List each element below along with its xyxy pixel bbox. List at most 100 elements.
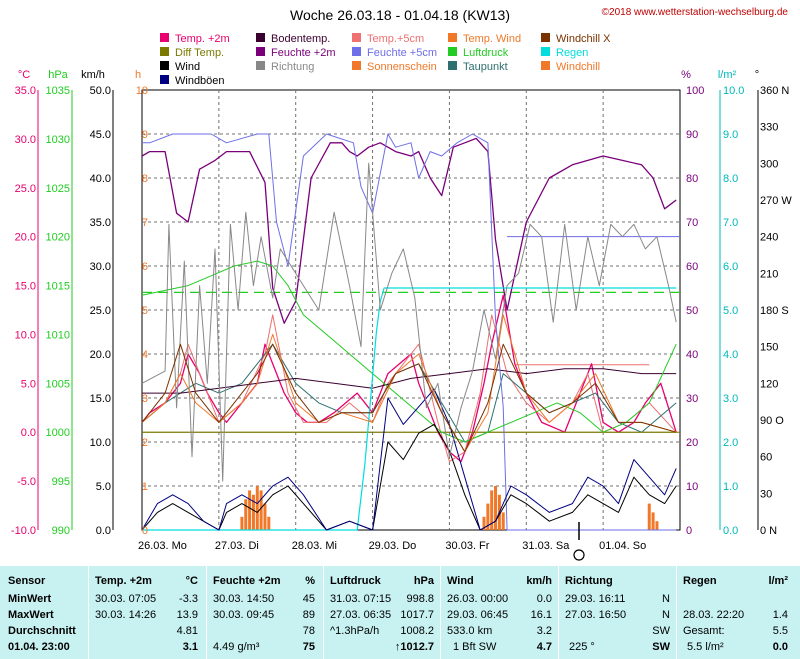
y-tick-label: 2 bbox=[142, 437, 148, 449]
y-axis-unit: % bbox=[681, 69, 691, 81]
y-tick-label: 45.0 bbox=[90, 129, 111, 141]
y-tick-label: 990 bbox=[52, 525, 70, 537]
y-tick-label: 1.0 bbox=[723, 481, 738, 493]
humidity-min-value: 45 bbox=[302, 593, 315, 605]
y-tick-label: 5.0 bbox=[21, 378, 36, 390]
rain-max-time: 28.03. 22:20 bbox=[683, 609, 745, 621]
wind-beaufort: 1 Bft SW bbox=[453, 641, 497, 653]
legend-swatch bbox=[256, 33, 265, 42]
y-tick-label: 90 O bbox=[760, 415, 784, 427]
pressure-max-time: 27.03. 06:35 bbox=[330, 609, 392, 621]
y-tick-label: 1020 bbox=[46, 232, 70, 244]
legend-swatch bbox=[256, 61, 265, 70]
wind-max-value: 16.1 bbox=[530, 609, 552, 621]
y-tick-label: 5 bbox=[142, 305, 148, 317]
y-tick-label: 1030 bbox=[46, 134, 70, 146]
copyright-text: ©2018 www.wetterstation-wechselburg.de bbox=[602, 7, 789, 18]
humidity-max-value: 89 bbox=[302, 609, 315, 621]
max-label: MaxWert bbox=[8, 609, 54, 621]
legend-label: Windböen bbox=[175, 75, 225, 87]
sunshine-bar bbox=[490, 490, 494, 530]
x-tick-label: 30.03. Fr bbox=[445, 540, 489, 552]
y-tick-label: 5.0 bbox=[723, 305, 738, 317]
y-tick-label: 1 bbox=[142, 481, 148, 493]
rain-total-label: Gesamt: bbox=[683, 625, 725, 637]
y-tick-label: 210 bbox=[760, 268, 778, 280]
pressure-current-value: ↑1012.7 bbox=[394, 641, 434, 653]
y-tick-label: 240 bbox=[760, 232, 778, 244]
legend: Temp. +2m Bodentemp. Temp.+5cm Temp. Wind Wi… bbox=[160, 33, 611, 87]
legend-swatch bbox=[160, 61, 169, 70]
y-tick-label: 10.0 bbox=[90, 437, 111, 449]
legend-swatch bbox=[448, 33, 457, 42]
y-tick-label: 2.0 bbox=[723, 437, 738, 449]
legend-label: Feuchte +5cm bbox=[367, 47, 437, 59]
x-tick-label: 27.03. Di bbox=[215, 540, 259, 552]
y-tick-label: 30.0 bbox=[90, 261, 111, 273]
sunshine-bar bbox=[501, 512, 505, 530]
y-tick-label: 360 N bbox=[760, 85, 789, 97]
sunshine-bar bbox=[240, 516, 244, 530]
y-tick-label: 50.0 bbox=[90, 85, 111, 97]
axes: 35.030.025.020.015.010.05.00.0-5.0-10.0°… bbox=[11, 69, 792, 537]
y-tick-label: 120 bbox=[760, 378, 778, 390]
y-tick-label: 3.0 bbox=[723, 393, 738, 405]
wind-max-time: 29.03. 06:45 bbox=[447, 609, 509, 621]
humidity-absolute: 4.49 g/m³ bbox=[213, 641, 260, 653]
legend-label: Regen bbox=[556, 47, 588, 59]
wind-min-time: 26.03. 00:00 bbox=[447, 593, 509, 605]
y-tick-label: 15.0 bbox=[90, 393, 111, 405]
direction-current-value: SW bbox=[652, 641, 670, 653]
direction-avg-value: SW bbox=[652, 625, 670, 637]
y-tick-label: 3 bbox=[142, 393, 148, 405]
y-tick-label: 1035 bbox=[46, 85, 70, 97]
y-tick-label: 150 bbox=[760, 342, 778, 354]
stats-pressure-column: Luftdruck hPa 31.03. 07:15 998.8 27.03. … bbox=[324, 566, 440, 659]
y-tick-label: 20 bbox=[686, 437, 698, 449]
x-tick-labels: 26.03. Mo 27.03. Di 28.03. Mi 29.03. Do 30.0… bbox=[138, 540, 646, 552]
sunshine-bar bbox=[651, 512, 655, 530]
y-tick-label: 60 bbox=[760, 452, 772, 464]
y-tick-label: 60 bbox=[686, 261, 698, 273]
pressure-trend: ^1.3hPa/h bbox=[330, 625, 380, 637]
sunshine-bar bbox=[647, 503, 651, 530]
legend-swatch bbox=[448, 61, 457, 70]
series-lines bbox=[141, 133, 677, 531]
sunshine-bar bbox=[244, 499, 248, 530]
legend-swatch bbox=[160, 33, 169, 42]
direction-max-value: N bbox=[662, 609, 670, 621]
y-tick-label: 10.0 bbox=[723, 85, 744, 97]
y-tick-label: 1005 bbox=[46, 378, 70, 390]
plot-frame bbox=[141, 89, 681, 531]
y-tick-label: 30 bbox=[686, 393, 698, 405]
y-tick-label: 1025 bbox=[46, 183, 70, 195]
y-axis-unit: km/h bbox=[81, 69, 105, 81]
y-axis-unit: h bbox=[135, 69, 141, 81]
series-line-richtung bbox=[141, 162, 677, 482]
series-line-bodentemp- bbox=[142, 368, 677, 394]
series-line-windb-en bbox=[141, 388, 677, 531]
sunshine-bar bbox=[255, 486, 259, 530]
y-tick-label: 20.0 bbox=[90, 349, 111, 361]
legend-label: Temp.+5cm bbox=[367, 33, 424, 45]
legend-label: Taupunkt bbox=[463, 61, 508, 73]
stats-sensor-column: Sensor MinWert MaxWert Durchschnitt 01.0… bbox=[0, 566, 88, 659]
stats-wind-column: Wind km/h 26.03. 00:00 0.0 29.03. 06:45 … bbox=[441, 566, 558, 659]
sensor-header: Sensor bbox=[8, 575, 46, 587]
y-tick-label: 270 W bbox=[760, 195, 792, 207]
pressure-min-value: 998.8 bbox=[406, 593, 434, 605]
y-tick-label: 40.0 bbox=[90, 173, 111, 185]
y-tick-label: 90 bbox=[686, 129, 698, 141]
y-axis-unit: °C bbox=[18, 69, 30, 81]
sunshine-bar bbox=[494, 486, 498, 530]
humidity-unit: % bbox=[305, 575, 315, 587]
min-label: MinWert bbox=[8, 593, 52, 605]
rain-current-value: 0.0 bbox=[772, 641, 788, 653]
humidity-header: Feuchte +2m bbox=[213, 575, 281, 587]
y-tick-label: 70 bbox=[686, 217, 698, 229]
x-tick-label: 28.03. Mi bbox=[292, 540, 337, 552]
stats-humidity-column: Feuchte +2m % 30.03. 14:50 45 30.03. 09:… bbox=[207, 566, 323, 659]
y-tick-label: 0.0 bbox=[21, 427, 36, 439]
y-tick-label: 20.0 bbox=[15, 232, 36, 244]
wind-header: Wind bbox=[447, 575, 474, 587]
